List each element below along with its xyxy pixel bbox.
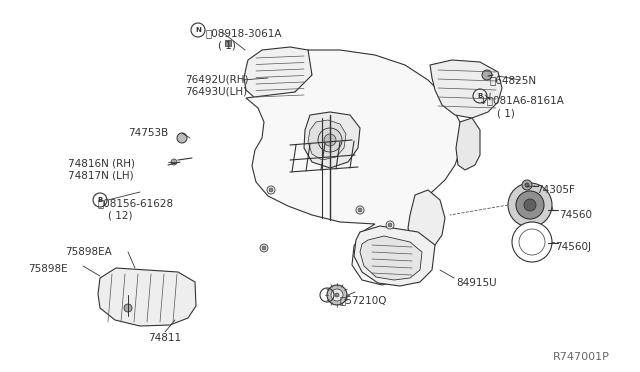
Text: ⒲08156-61628: ⒲08156-61628 [98, 198, 174, 208]
Text: 84915U: 84915U [456, 278, 497, 288]
Circle shape [318, 128, 342, 152]
Text: B: B [477, 93, 483, 99]
Circle shape [171, 159, 177, 165]
Text: 74305F: 74305F [536, 185, 575, 195]
Circle shape [388, 223, 392, 227]
Text: 74817N (LH): 74817N (LH) [68, 170, 134, 180]
Text: 74816N (RH): 74816N (RH) [68, 158, 135, 168]
Text: ⒵57210Q: ⒵57210Q [340, 295, 387, 305]
Circle shape [331, 289, 343, 301]
Text: 74560: 74560 [559, 210, 592, 220]
Polygon shape [360, 236, 422, 280]
Polygon shape [98, 268, 196, 326]
Text: ↓⒲081A6-8161A: ↓⒲081A6-8161A [479, 95, 565, 105]
Polygon shape [244, 47, 314, 100]
Text: 76492U(RH): 76492U(RH) [185, 75, 248, 85]
Text: R747001P: R747001P [553, 352, 610, 362]
Circle shape [525, 183, 529, 187]
Circle shape [124, 304, 132, 312]
Polygon shape [354, 226, 435, 286]
Text: 75898E: 75898E [28, 264, 68, 274]
Text: 74753B: 74753B [128, 128, 168, 138]
Text: 74811: 74811 [148, 333, 181, 343]
Polygon shape [308, 120, 346, 160]
Polygon shape [456, 118, 480, 170]
Text: B: B [97, 197, 102, 203]
Text: 75898EA: 75898EA [65, 247, 112, 257]
Circle shape [335, 293, 339, 297]
Circle shape [512, 222, 552, 262]
Circle shape [356, 206, 364, 214]
Polygon shape [246, 50, 462, 285]
Polygon shape [408, 190, 445, 248]
Circle shape [260, 244, 268, 252]
Polygon shape [304, 112, 360, 168]
Circle shape [177, 133, 187, 143]
Text: ( 1): ( 1) [218, 41, 236, 51]
Text: 74560J: 74560J [555, 242, 591, 252]
Circle shape [267, 186, 275, 194]
Circle shape [516, 191, 544, 219]
Circle shape [327, 285, 347, 305]
Text: ( 12): ( 12) [108, 210, 132, 220]
Bar [225, 40, 231, 46]
Circle shape [524, 199, 536, 211]
Text: ( 1): ( 1) [497, 108, 515, 118]
Circle shape [508, 183, 552, 227]
Text: N: N [195, 27, 201, 33]
Circle shape [324, 134, 336, 146]
Circle shape [482, 70, 492, 80]
Text: ⒲64825N: ⒲64825N [490, 75, 537, 85]
Text: ⓝ08918-3061A: ⓝ08918-3061A [205, 28, 282, 38]
Circle shape [358, 208, 362, 212]
Circle shape [386, 221, 394, 229]
Text: 76493U(LH): 76493U(LH) [185, 87, 247, 97]
Circle shape [262, 246, 266, 250]
Circle shape [269, 188, 273, 192]
Circle shape [522, 180, 532, 190]
Polygon shape [430, 60, 502, 118]
